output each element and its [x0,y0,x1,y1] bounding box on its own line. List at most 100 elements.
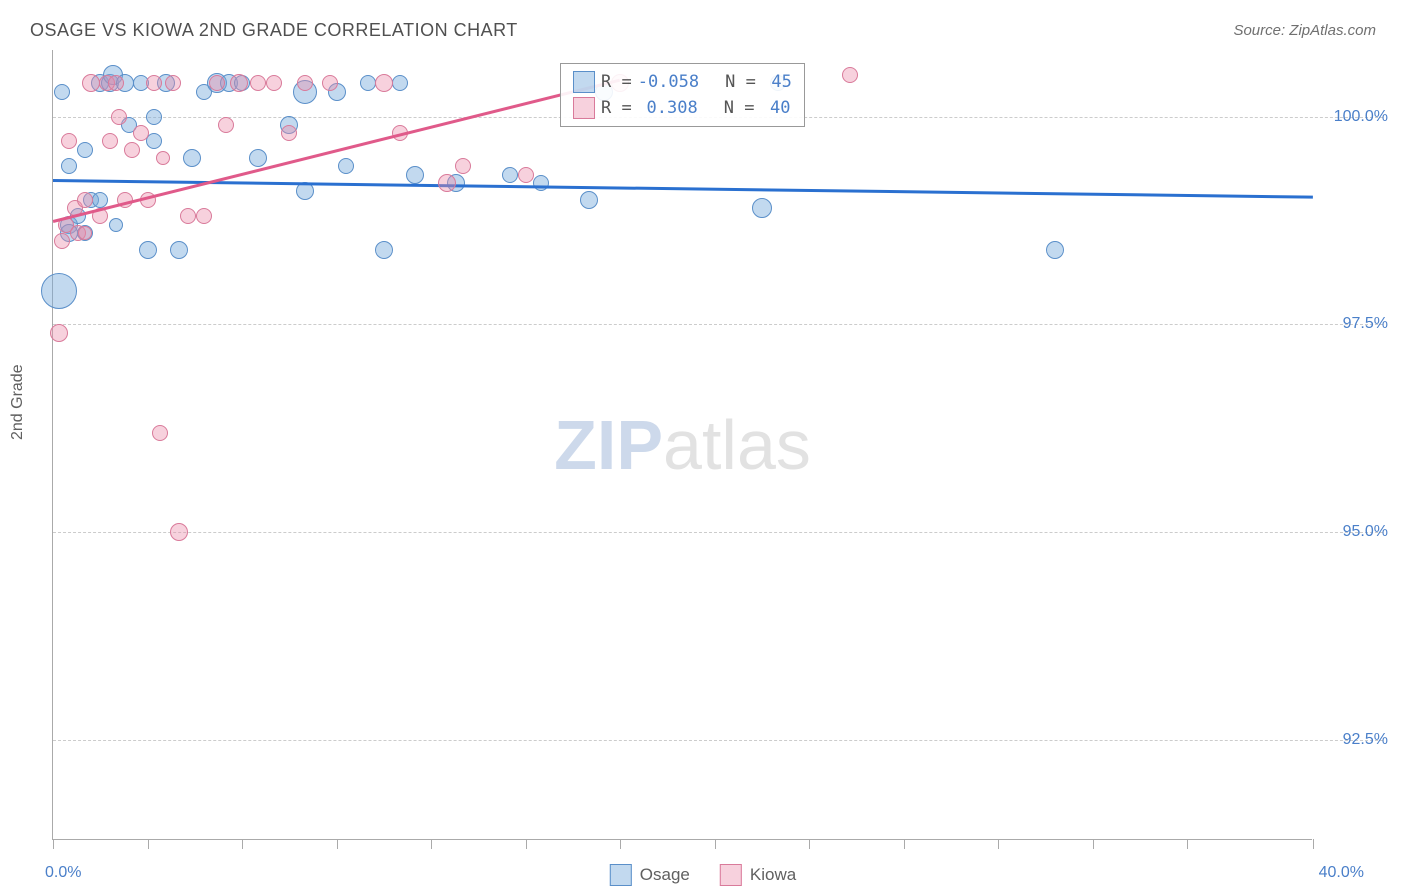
data-point [296,182,314,200]
x-max-label: 40.0% [1319,864,1364,882]
data-point [455,158,471,174]
x-tick [904,839,905,849]
data-point [209,75,225,91]
r-value: -0.058 [638,72,699,92]
data-point [170,241,188,259]
data-point [146,109,162,125]
x-tick [998,839,999,849]
x-tick [53,839,54,849]
data-point [360,75,376,91]
series-swatch [573,71,595,93]
r-label: R = [601,72,632,92]
data-point [109,218,123,232]
x-tick [337,839,338,849]
data-point [77,142,93,158]
gridline [53,532,1383,533]
gridline [53,324,1383,325]
data-point [580,191,598,209]
data-point [50,324,68,342]
data-point [375,241,393,259]
data-point [1046,241,1064,259]
data-point [156,151,170,165]
data-point [54,233,70,249]
data-point [139,241,157,259]
data-point [281,125,297,141]
y-tick-label: 92.5% [1343,731,1388,749]
data-point [322,75,338,91]
data-point [124,142,140,158]
data-point [406,166,424,184]
x-tick [242,839,243,849]
data-point [165,75,181,91]
legend-swatch [720,864,742,886]
data-point [152,425,168,441]
x-tick [148,839,149,849]
data-point [752,198,772,218]
legend: Osage Kiowa [610,864,796,886]
data-point [375,74,393,92]
n-value: 40 [760,98,790,118]
data-point [82,74,100,92]
n-label: N = [724,98,755,118]
data-point [146,75,162,91]
data-point [842,67,858,83]
data-point [92,192,108,208]
data-point [54,84,70,100]
data-point [77,192,93,208]
y-tick-label: 97.5% [1343,315,1388,333]
data-point [533,175,549,191]
data-point [111,109,127,125]
legend-item: Osage [610,864,690,886]
x-min-label: 0.0% [45,864,81,882]
data-point [78,226,92,240]
stats-box: R =-0.058N =45R =0.308N =40 [560,63,805,127]
data-point [196,208,212,224]
data-point [392,75,408,91]
data-point [338,158,354,174]
watermark: ZIPatlas [554,405,811,485]
trend-line [53,179,1313,198]
r-value: 0.308 [638,98,698,118]
stats-row: R =-0.058N =45 [573,69,792,95]
y-tick-label: 95.0% [1343,523,1388,541]
source-label: Source: ZipAtlas.com [1233,22,1376,39]
n-label: N = [725,72,756,92]
legend-label: Osage [640,865,690,885]
x-tick [809,839,810,849]
series-swatch [573,97,595,119]
gridline [53,740,1383,741]
data-point [183,149,201,167]
data-point [41,273,77,309]
x-tick [1313,839,1314,849]
chart-plot-area: ZIPatlas [52,50,1312,840]
data-point [218,117,234,133]
watermark-light: atlas [663,406,811,484]
x-tick [620,839,621,849]
legend-label: Kiowa [750,865,796,885]
data-point [108,75,124,91]
x-tick [431,839,432,849]
y-axis-label: 2nd Grade [9,364,27,440]
data-point [61,158,77,174]
data-point [266,75,282,91]
legend-swatch [610,864,632,886]
stats-row: R =0.308N =40 [573,95,792,121]
y-tick-label: 100.0% [1334,108,1388,126]
x-tick [1093,839,1094,849]
data-point [180,208,196,224]
legend-item: Kiowa [720,864,796,886]
data-point [250,75,266,91]
data-point [170,523,188,541]
data-point [61,133,77,149]
x-tick [715,839,716,849]
data-point [133,125,149,141]
data-point [230,74,248,92]
x-tick [526,839,527,849]
data-point [297,75,313,91]
chart-header: OSAGE VS KIOWA 2ND GRADE CORRELATION CHA… [30,20,1376,41]
data-point [518,167,534,183]
x-tick [1187,839,1188,849]
data-point [102,133,118,149]
data-point [249,149,267,167]
watermark-bold: ZIP [554,406,663,484]
